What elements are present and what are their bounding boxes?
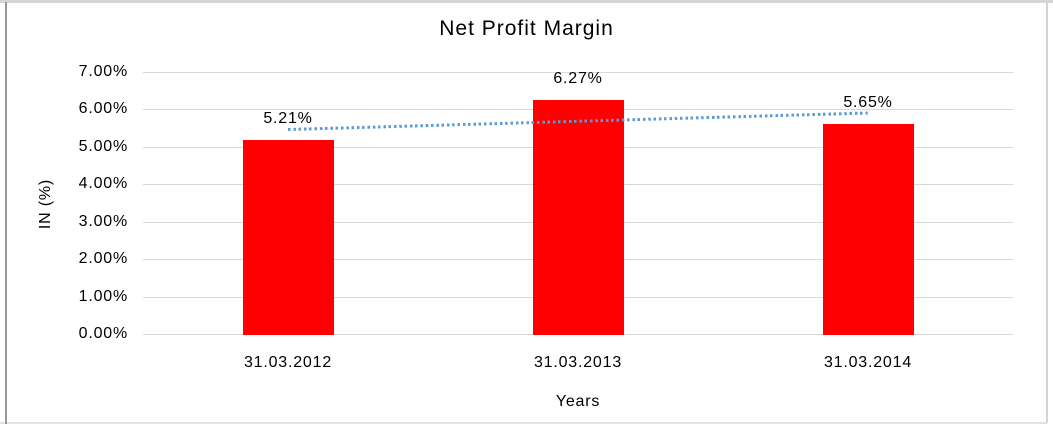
y-axis-tick-label: 7.00% [78, 63, 128, 80]
chart-title: Net Profit Margin [439, 17, 614, 40]
x-axis-tick-label: 31.03.2013 [533, 354, 623, 371]
bar-31.03.2013 [532, 100, 624, 335]
gridline [143, 72, 1013, 73]
bar-data-label: 5.21% [263, 109, 313, 127]
y-axis-tick-label: 1.00% [78, 287, 128, 305]
y-axis-tick-label: 2.00% [78, 250, 128, 268]
y-axis-tick-label: 3.00% [78, 212, 128, 230]
y-axis-tick-label: 0.00% [78, 325, 128, 342]
frame-border-top [0, 0, 1053, 3]
x-axis-tick-label: 31.03.2012 [243, 354, 333, 371]
bar-data-label: 6.27% [553, 70, 603, 88]
plot-area [143, 72, 1013, 335]
y-axis-tick-label: 4.00% [78, 175, 128, 193]
y-axis-tick-label: 5.00% [78, 137, 128, 155]
frame-border-bottom [0, 422, 1048, 424]
x-axis-title: Years [555, 393, 601, 410]
frame-border-right [1046, 0, 1048, 424]
bar-31.03.2012 [242, 139, 334, 335]
frame-border-left [5, 2, 7, 424]
bar-data-label: 5.65% [843, 93, 893, 111]
x-axis-tick-label: 31.03.2014 [823, 354, 913, 371]
bar-31.03.2014 [822, 123, 914, 335]
y-axis-tick-label: 6.00% [78, 100, 128, 118]
